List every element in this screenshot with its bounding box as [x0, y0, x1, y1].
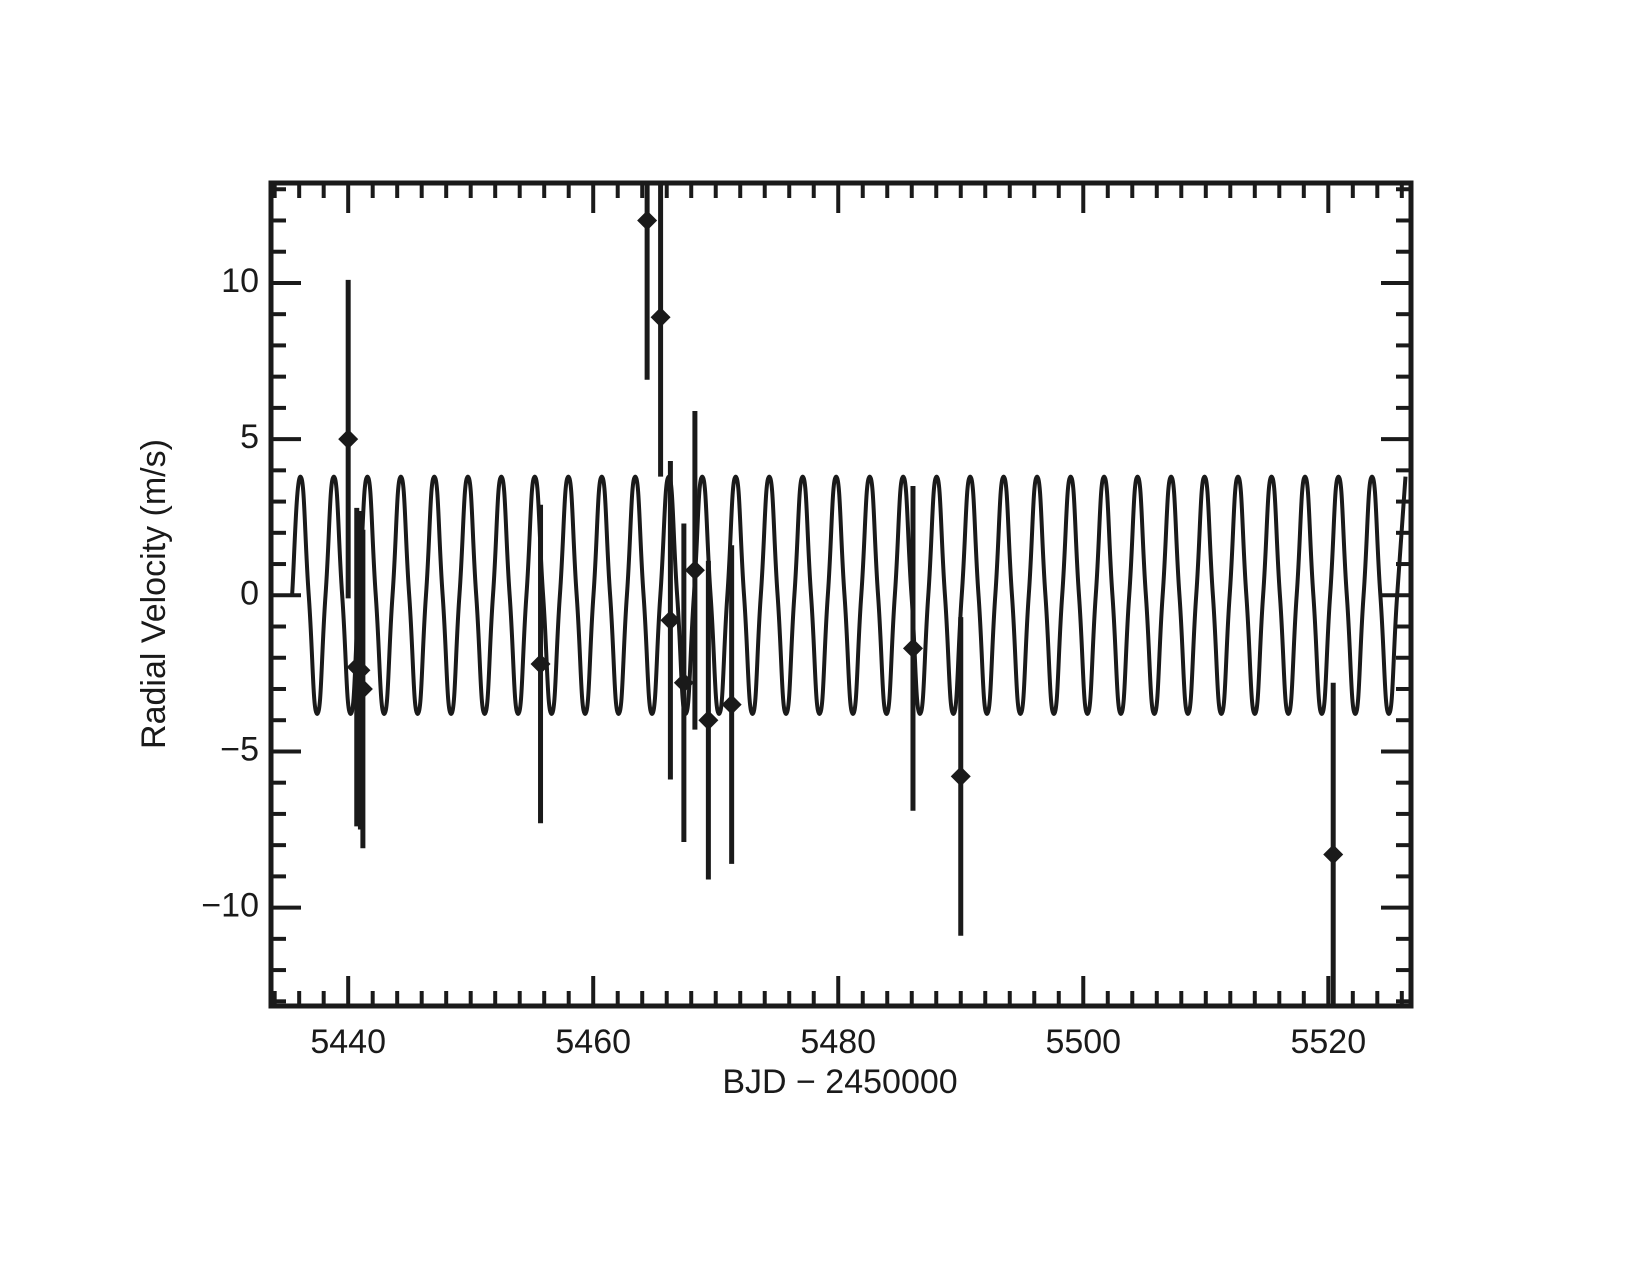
data-point	[673, 672, 694, 693]
data-point	[530, 653, 551, 674]
y-tick-label: 10	[221, 262, 259, 300]
y-tick-label: −10	[201, 887, 259, 925]
data-point	[721, 694, 742, 715]
y-axis-label: Radial Velocity (m/s)	[135, 439, 173, 749]
data-point	[950, 766, 971, 787]
y-tick-label: 0	[240, 574, 259, 612]
y-tick-label: −5	[220, 730, 259, 768]
x-tick-label: 5440	[310, 1023, 386, 1061]
data-point	[637, 210, 658, 231]
data-point	[650, 307, 671, 328]
data-point	[338, 429, 359, 450]
data-point	[698, 710, 719, 731]
plot-area	[290, 183, 1408, 1006]
data-point	[352, 678, 373, 699]
model-curve	[290, 474, 1408, 716]
data-point	[660, 610, 681, 631]
x-tick-label: 5500	[1045, 1023, 1121, 1061]
x-tick-label: 5460	[555, 1023, 631, 1061]
plot-frame	[268, 180, 1414, 1009]
x-tick-label: 5480	[800, 1023, 876, 1061]
y-tick-label: 5	[240, 418, 259, 456]
x-axis-label: BJD − 2450000	[722, 1063, 957, 1101]
x-tick-label: 5520	[1290, 1023, 1366, 1061]
data-point	[684, 560, 705, 581]
data-point	[902, 638, 923, 659]
data-point	[1323, 844, 1344, 865]
